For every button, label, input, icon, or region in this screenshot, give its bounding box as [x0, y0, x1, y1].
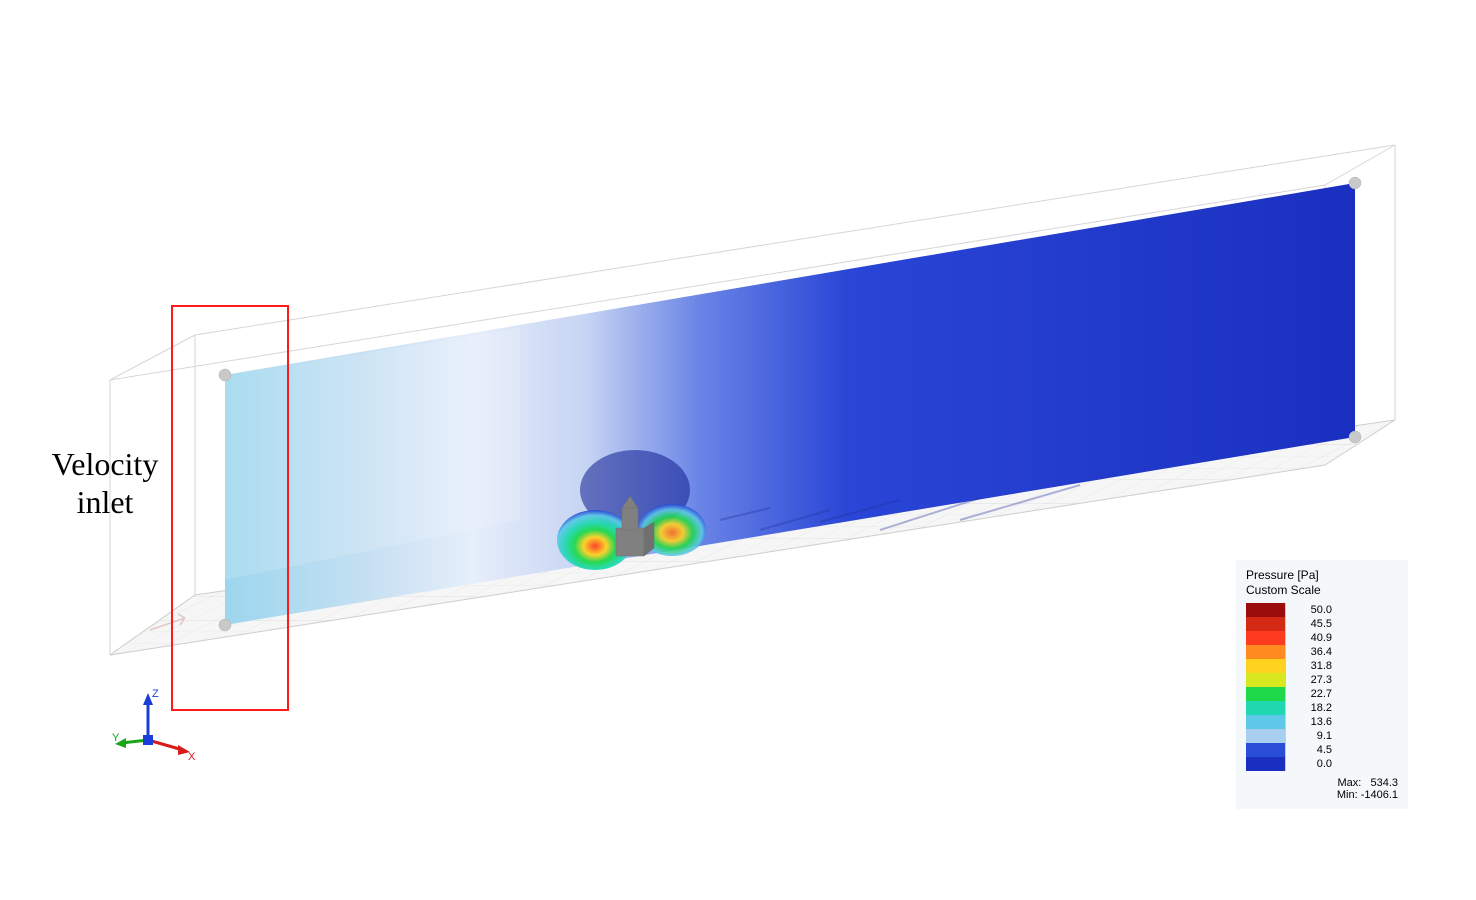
- legend-title: Pressure [Pa]: [1246, 568, 1398, 582]
- legend-swatch: [1246, 687, 1286, 701]
- legend-swatch: [1246, 617, 1286, 631]
- legend-subtitle: Custom Scale: [1246, 583, 1398, 597]
- legend-stats: Max: 534.3 Min: -1406.1: [1246, 777, 1398, 801]
- legend-row: 22.7: [1246, 687, 1398, 701]
- legend-row: 45.5: [1246, 617, 1398, 631]
- legend-swatch: [1246, 603, 1286, 617]
- legend-max-label: Max:: [1337, 777, 1361, 789]
- legend-swatch: [1246, 757, 1286, 771]
- legend-value: 0.0: [1292, 758, 1332, 770]
- legend-swatch: [1246, 673, 1286, 687]
- legend-min-label: Min:: [1337, 789, 1358, 801]
- legend-swatch: [1246, 743, 1286, 757]
- legend-row: 0.0: [1246, 757, 1398, 771]
- legend-value: 50.0: [1292, 604, 1332, 616]
- slice-plane: [225, 183, 1355, 625]
- scene-canvas: Velocity inlet Z X Y Pressure [: [0, 0, 1476, 900]
- legend-min-value: -1406.1: [1361, 789, 1398, 801]
- legend-row: 31.8: [1246, 659, 1398, 673]
- legend-row: 18.2: [1246, 701, 1398, 715]
- legend-scale: 50.0 45.5 40.9 36.4 31.8 27.3 22.7 18.2 13.6 9.1 4…: [1246, 603, 1398, 771]
- velocity-inlet-label-line1: Velocity: [52, 446, 159, 482]
- legend-swatch: [1246, 645, 1286, 659]
- legend-swatch: [1246, 659, 1286, 673]
- velocity-inlet-label: Velocity inlet: [30, 445, 180, 522]
- legend-swatch: [1246, 729, 1286, 743]
- legend-value: 31.8: [1292, 660, 1332, 672]
- axis-x-label: X: [188, 751, 196, 763]
- pressure-legend: Pressure [Pa] Custom Scale 50.0 45.5 40.9 3…: [1236, 560, 1408, 809]
- legend-row: 4.5: [1246, 743, 1398, 757]
- legend-value: 36.4: [1292, 646, 1332, 658]
- legend-swatch: [1246, 715, 1286, 729]
- legend-max-value: 534.3: [1370, 777, 1398, 789]
- legend-row: 50.0: [1246, 603, 1398, 617]
- legend-value: 13.6: [1292, 716, 1332, 728]
- legend-row: 40.9: [1246, 631, 1398, 645]
- legend-value: 4.5: [1292, 744, 1332, 756]
- legend-value: 27.3: [1292, 674, 1332, 686]
- legend-swatch: [1246, 631, 1286, 645]
- axis-y-label: Y: [112, 732, 120, 744]
- axis-z-label: Z: [152, 688, 159, 700]
- legend-row: 13.6: [1246, 715, 1398, 729]
- legend-value: 40.9: [1292, 632, 1332, 644]
- legend-value: 18.2: [1292, 702, 1332, 714]
- legend-row: 36.4: [1246, 645, 1398, 659]
- legend-swatch: [1246, 701, 1286, 715]
- legend-row: 27.3: [1246, 673, 1398, 687]
- legend-value: 9.1: [1292, 730, 1332, 742]
- legend-value: 45.5: [1292, 618, 1332, 630]
- axis-triad[interactable]: Z X Y: [108, 685, 203, 770]
- velocity-inlet-label-line2: inlet: [77, 484, 134, 520]
- legend-row: 9.1: [1246, 729, 1398, 743]
- legend-value: 22.7: [1292, 688, 1332, 700]
